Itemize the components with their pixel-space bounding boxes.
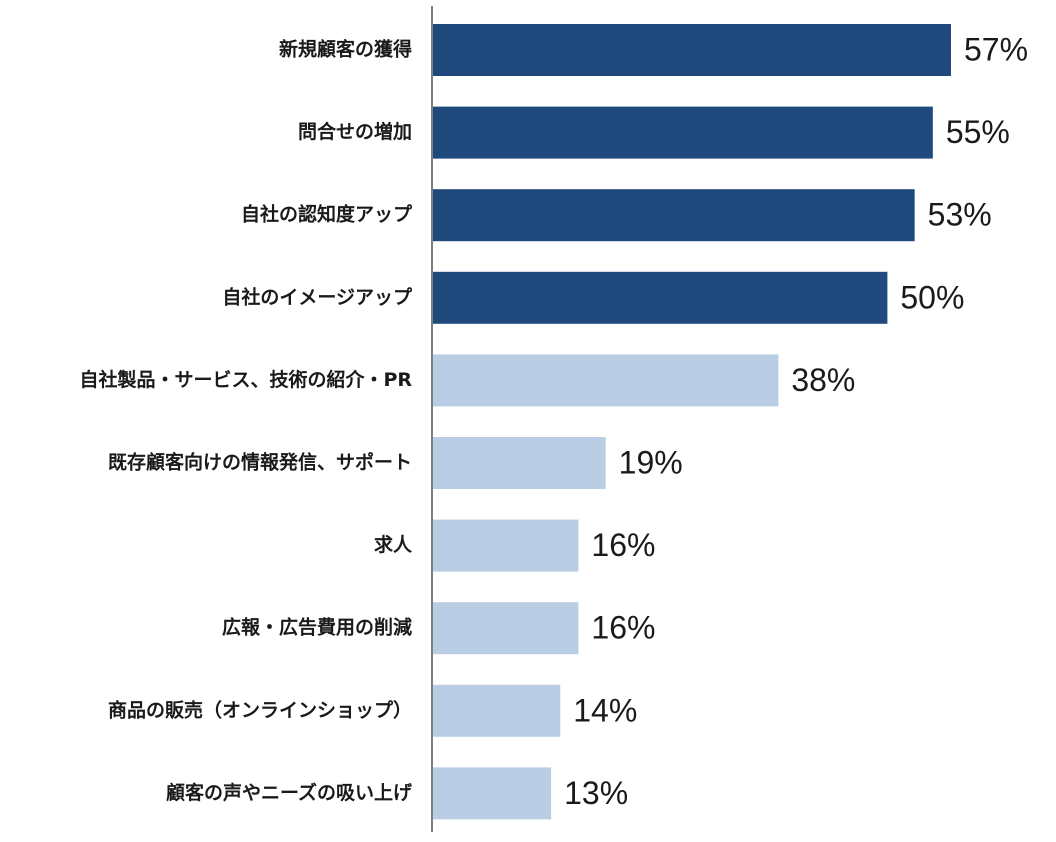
category-label: 自社のイメージアップ [222,285,413,308]
bar [433,519,579,572]
bars-group [433,24,951,820]
bar [433,106,933,159]
bar [433,684,561,737]
bar [433,354,779,407]
value-label: 16% [591,527,655,563]
category-label: 広報・広告費用の削減 [222,616,412,639]
category-labels-group: 新規顧客の獲得問合せの増加自社の認知度アップ自社のイメージアップ自社製品・サービ… [79,38,413,804]
bar [433,437,606,489]
value-label: 53% [928,197,992,233]
category-label: 自社製品・サービス、技術の紹介・PR [79,368,412,391]
value-label: 57% [964,31,1028,67]
category-label: 顧客の声やニーズの吸い上げ [166,781,413,804]
category-label: 既存顧客向けの情報発信、サポート [108,451,412,474]
bar [433,271,888,324]
category-label: 問合せの増加 [298,120,412,143]
category-label: 商品の販売（オンラインショップ） [108,698,412,721]
value-label: 55% [946,114,1010,150]
category-label: 求人 [374,533,413,556]
bar [433,24,951,76]
value-label: 19% [619,444,683,480]
bar [433,602,579,655]
value-label: 16% [591,610,655,646]
bar [433,767,552,820]
category-label: 自社の認知度アップ [241,203,413,226]
value-label: 13% [564,775,628,811]
bar [433,189,915,242]
value-labels-group: 57% 55% 53% 50% 38% 19% 16% 16% 14% 13% [564,31,1028,810]
value-label: 38% [791,362,855,398]
value-label: 14% [573,692,637,728]
value-label: 50% [900,279,964,315]
category-label: 新規顧客の獲得 [279,38,412,61]
